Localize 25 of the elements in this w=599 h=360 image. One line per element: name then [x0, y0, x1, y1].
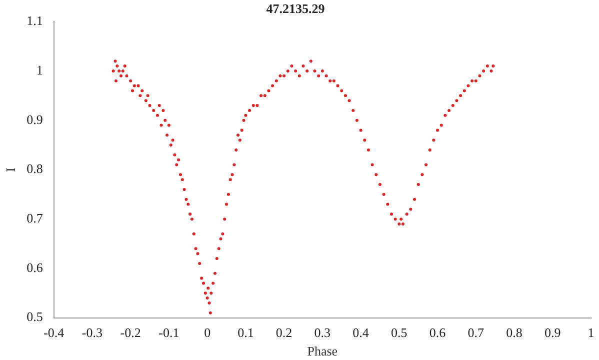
chart-title: 47.2135.29 — [266, 1, 326, 16]
x-tick-label: 0.6 — [429, 325, 446, 340]
x-axis-title: Phase — [307, 344, 338, 359]
x-tick-label: 1 — [588, 325, 594, 340]
y-tick-label: 1 — [36, 62, 43, 78]
x-tick-label: 0.4 — [352, 325, 370, 340]
x-tick-label: 0.8 — [506, 325, 522, 340]
y-tick-label: 1.1 — [26, 13, 43, 28]
x-tick-label: 0.3 — [314, 325, 331, 340]
x-tick-label: 0.2 — [276, 325, 292, 340]
y-tick-label: 0.8 — [26, 161, 43, 176]
x-tick-label: 0.7 — [468, 325, 485, 340]
x-tick-label: -0.3 — [82, 325, 103, 340]
x-tick-label: -0.4 — [44, 325, 65, 340]
x-tick-label: 0.9 — [544, 325, 561, 340]
x-tick-label: -0.2 — [120, 325, 141, 340]
y-axis-title: I — [3, 168, 18, 172]
y-tick-label: 0.6 — [26, 260, 44, 275]
x-tick-label: 0.1 — [238, 325, 254, 340]
y-tick-label: 0.5 — [26, 309, 43, 324]
x-tick-label: 0 — [204, 325, 211, 340]
y-tick-label: 0.9 — [26, 112, 43, 127]
x-tick-label: -0.1 — [158, 325, 180, 340]
x-tick-label: 0.5 — [391, 325, 408, 340]
y-tick-label: 0.7 — [26, 210, 44, 226]
